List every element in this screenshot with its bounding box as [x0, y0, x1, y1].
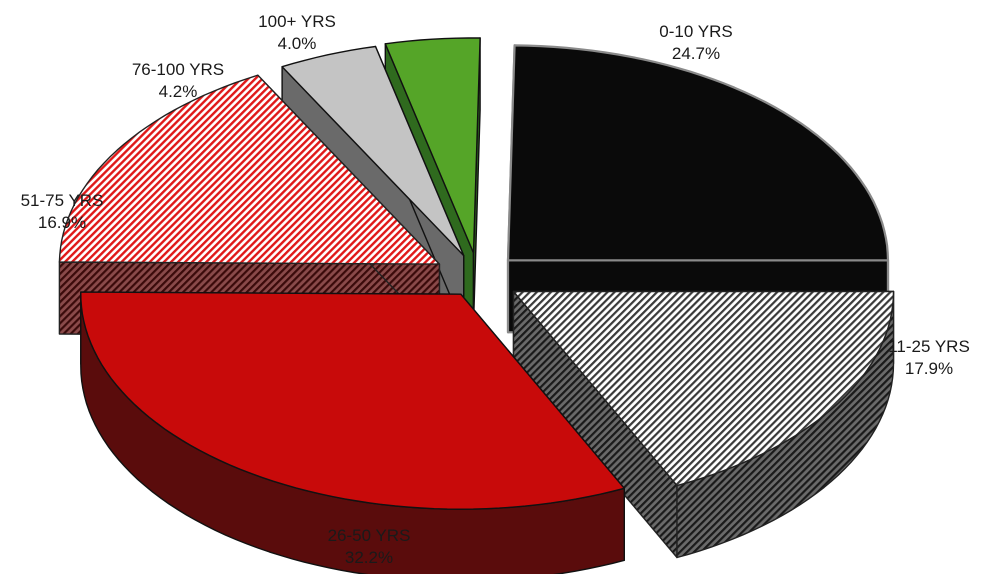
- percent-label: 16.9%: [37, 213, 87, 232]
- slice-top-face-51-75: [58, 74, 441, 265]
- pie-slice-26-50: [80, 291, 625, 574]
- pie-slice-11-25: [512, 290, 895, 559]
- category-label: 26-50 YRS: [327, 526, 411, 545]
- slice-top-face-11-25: [512, 290, 895, 487]
- slice-top-face-76-100: [281, 45, 465, 257]
- slice-top-face-26-50: [80, 291, 625, 510]
- category-label: 0-10 YRS: [659, 22, 733, 41]
- percent-label: 4.0%: [277, 34, 317, 53]
- slice-top-face-100-plus: [384, 37, 481, 254]
- percent-label: 17.9%: [904, 359, 954, 378]
- slice-label-11-25: 11-25 YRS 17.9%: [888, 336, 970, 380]
- category-label: 51-75 YRS: [20, 191, 104, 210]
- percent-label: 32.2%: [344, 548, 394, 567]
- pie-slice-0-10: [506, 44, 890, 334]
- slice-top-face-0-10: [506, 44, 890, 262]
- category-label: 11-25 YRS: [888, 337, 970, 356]
- slice-label-100-plus: 100+ YRS 4.0%: [258, 11, 336, 55]
- category-label: 100+ YRS: [258, 12, 336, 31]
- slice-label-76-100: 76-100 YRS 4.2%: [132, 59, 224, 103]
- percent-label: 24.7%: [671, 44, 721, 63]
- slice-label-0-10: 0-10 YRS 24.7%: [659, 21, 732, 65]
- percent-label: 4.2%: [158, 82, 198, 101]
- slice-label-51-75: 51-75 YRS 16.9%: [21, 190, 104, 234]
- slice-label-26-50: 26-50 YRS 32.2%: [328, 525, 411, 569]
- category-label: 76-100 YRS: [131, 60, 225, 79]
